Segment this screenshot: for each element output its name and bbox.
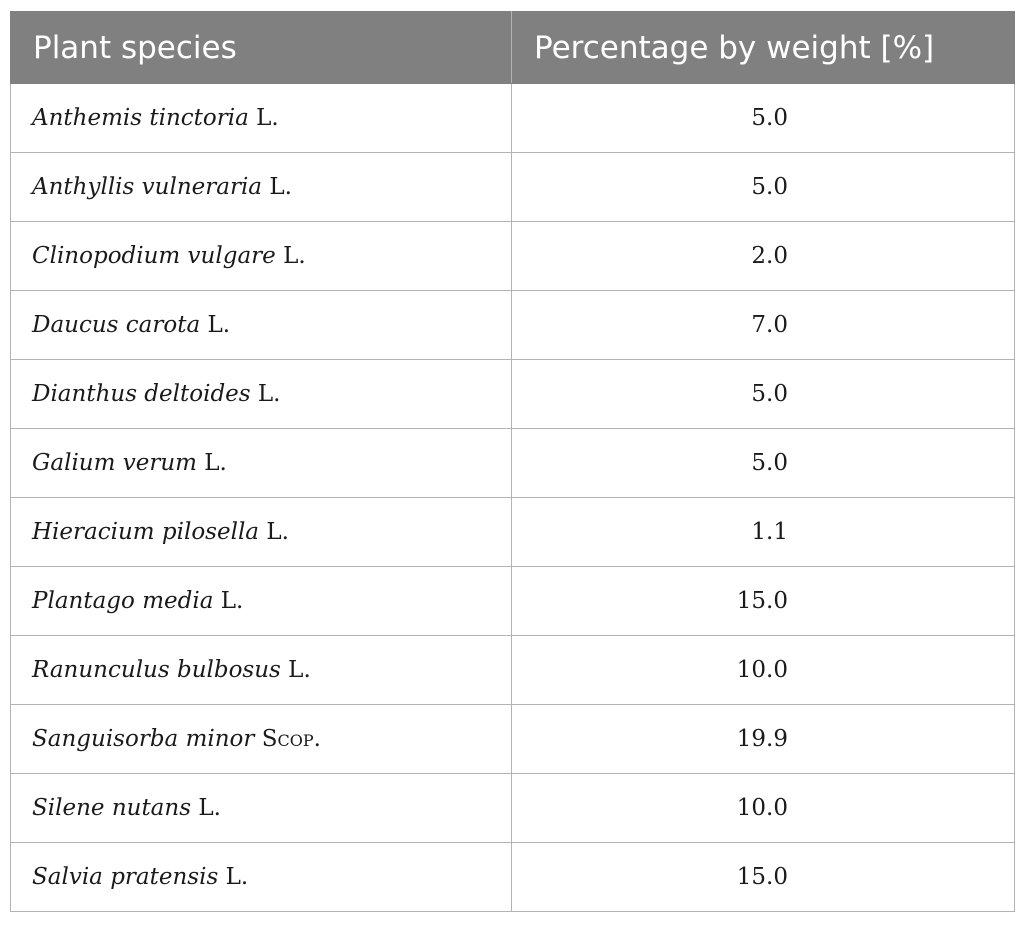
species-author: L. bbox=[266, 519, 289, 545]
table-row: Anthemis tinctoria L. 5.0 bbox=[10, 83, 1015, 153]
species-name-cell: Ranunculus bulbosus L. bbox=[10, 635, 512, 705]
species-name-cell: Anthyllis vulneraria L. bbox=[10, 152, 512, 222]
species-name-cell: Hieracium pilosella L. bbox=[10, 497, 512, 567]
species-name: Ranunculus bulbosus bbox=[32, 657, 281, 683]
percentage-cell: 10.0 bbox=[511, 635, 1015, 705]
table-row: Sanguisorba minor Scop. 19.9 bbox=[10, 704, 1015, 774]
table-row: Clinopodium vulgare L. 2.0 bbox=[10, 221, 1015, 291]
species-author: L. bbox=[269, 174, 292, 200]
species-name: Sanguisorba minor bbox=[32, 726, 255, 752]
species-name-cell: Salvia pratensis L. bbox=[10, 842, 512, 912]
table-row: Anthyllis vulneraria L. 5.0 bbox=[10, 152, 1015, 222]
species-name-cell: Silene nutans L. bbox=[10, 773, 512, 843]
percentage-cell: 2.0 bbox=[511, 221, 1015, 291]
species-name: Daucus carota bbox=[32, 312, 201, 338]
percentage-cell: 5.0 bbox=[511, 152, 1015, 222]
species-author: L. bbox=[220, 588, 244, 614]
species-name-cell: Plantago media L. bbox=[10, 566, 512, 636]
percentage-cell: 15.0 bbox=[511, 842, 1015, 912]
species-name-cell: Sanguisorba minor Scop. bbox=[10, 704, 512, 774]
species-name-cell: Dianthus deltoides L. bbox=[10, 359, 512, 429]
species-name: Anthyllis vulneraria bbox=[32, 174, 263, 200]
species-name: Galium verum bbox=[32, 450, 197, 476]
species-author: L. bbox=[288, 657, 311, 683]
species-name: Salvia pratensis bbox=[32, 864, 219, 890]
species-author: L. bbox=[207, 312, 231, 338]
table-row: Daucus carota L. 7.0 bbox=[10, 290, 1015, 360]
percentage-value: 1.1 bbox=[751, 519, 788, 545]
header-percentage-by-weight: Percentage by weight [%] bbox=[511, 11, 1015, 84]
table-row: Silene nutans L. 10.0 bbox=[10, 773, 1015, 843]
table-header-row: Plant species Percentage by weight [%] bbox=[10, 11, 1015, 84]
percentage-value: 19.9 bbox=[736, 726, 788, 752]
percentage-cell: 5.0 bbox=[511, 359, 1015, 429]
species-author: L. bbox=[225, 864, 249, 890]
species-name: Anthemis tinctoria bbox=[32, 105, 249, 131]
percentage-cell: 19.9 bbox=[511, 704, 1015, 774]
table-row: Hieracium pilosella L. 1.1 bbox=[10, 497, 1015, 567]
species-author: L. bbox=[204, 450, 227, 476]
table-row: Galium verum L. 5.0 bbox=[10, 428, 1015, 498]
species-name-cell: Galium verum L. bbox=[10, 428, 512, 498]
percentage-cell: 7.0 bbox=[511, 290, 1015, 360]
percentage-value: 5.0 bbox=[751, 381, 788, 407]
percentage-value: 5.0 bbox=[751, 105, 788, 131]
percentage-value: 2.0 bbox=[751, 243, 788, 269]
species-name-cell: Anthemis tinctoria L. bbox=[10, 83, 512, 153]
species-author: L. bbox=[283, 243, 306, 269]
percentage-cell: 10.0 bbox=[511, 773, 1015, 843]
percentage-value: 15.0 bbox=[736, 864, 788, 890]
table-row: Ranunculus bulbosus L. 10.0 bbox=[10, 635, 1015, 705]
species-author: L. bbox=[256, 105, 279, 131]
percentage-cell: 5.0 bbox=[511, 83, 1015, 153]
species-name-cell: Daucus carota L. bbox=[10, 290, 512, 360]
percentage-value: 5.0 bbox=[751, 450, 788, 476]
species-name: Hieracium pilosella bbox=[32, 519, 260, 545]
species-name: Silene nutans bbox=[32, 795, 192, 821]
percentage-value: 10.0 bbox=[736, 795, 788, 821]
header-plant-species: Plant species bbox=[10, 11, 512, 84]
table-row: Dianthus deltoides L. 5.0 bbox=[10, 359, 1015, 429]
species-author: L. bbox=[198, 795, 221, 821]
percentage-value: 15.0 bbox=[736, 588, 788, 614]
table-row: Salvia pratensis L. 15.0 bbox=[10, 842, 1015, 912]
percentage-value: 5.0 bbox=[751, 174, 788, 200]
species-name: Clinopodium vulgare bbox=[32, 243, 276, 269]
species-author: L. bbox=[257, 381, 281, 407]
plant-species-table: Plant species Percentage by weight [%] A… bbox=[10, 11, 1015, 912]
percentage-cell: 5.0 bbox=[511, 428, 1015, 498]
percentage-value: 7.0 bbox=[751, 312, 788, 338]
species-name-cell: Clinopodium vulgare L. bbox=[10, 221, 512, 291]
species-author: Scop. bbox=[261, 726, 321, 752]
species-name: Plantago media bbox=[32, 588, 214, 614]
species-name: Dianthus deltoides bbox=[32, 381, 251, 407]
percentage-value: 10.0 bbox=[736, 657, 788, 683]
percentage-cell: 15.0 bbox=[511, 566, 1015, 636]
percentage-cell: 1.1 bbox=[511, 497, 1015, 567]
table-row: Plantago media L. 15.0 bbox=[10, 566, 1015, 636]
